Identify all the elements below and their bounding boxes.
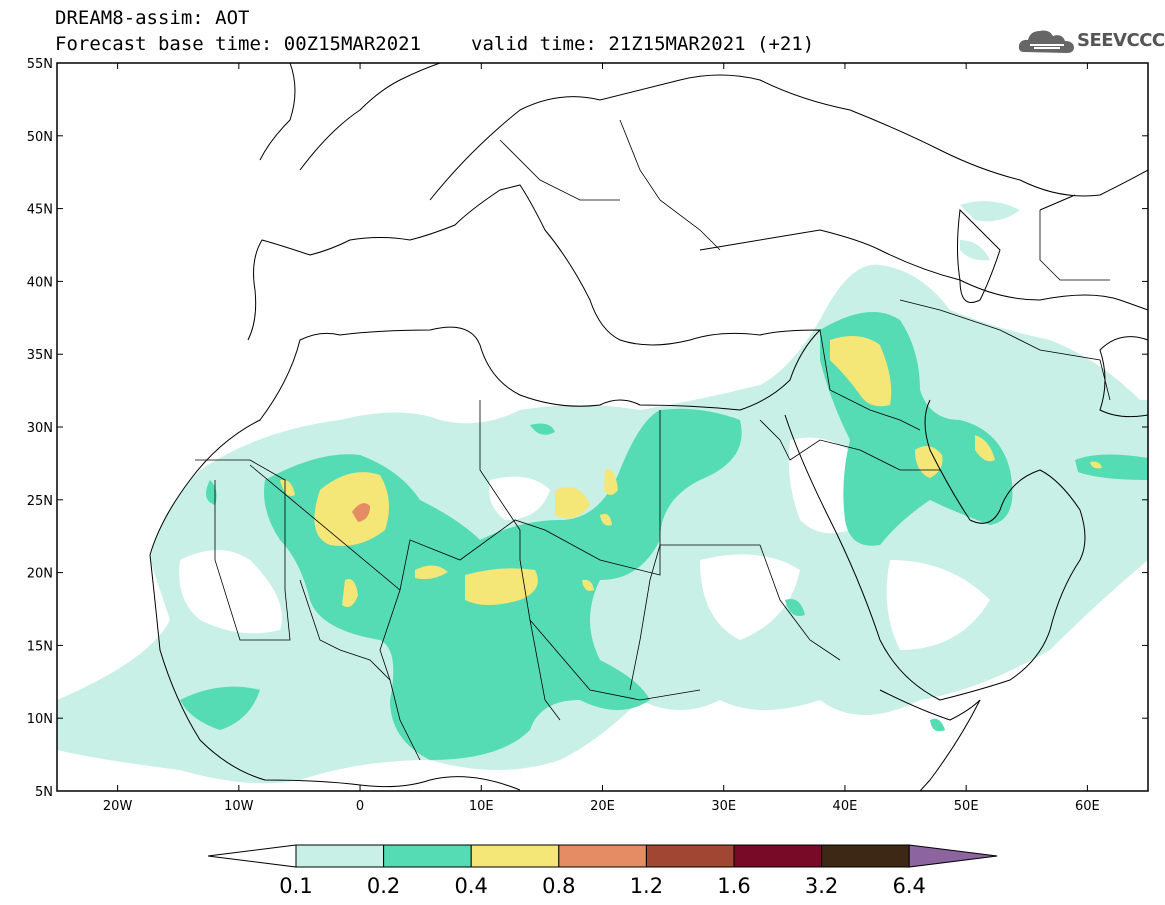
lon-label: 10W [224, 799, 254, 814]
aot-band-08-12 [352, 503, 370, 522]
lat-label: 5N [35, 785, 53, 800]
valid-time: valid time: 21Z15MAR2021 (+21) [471, 33, 815, 55]
lon-label: 20E [590, 799, 615, 814]
lat-label: 15N [27, 639, 53, 654]
lat-label: 30N [27, 421, 53, 436]
time-info: Forecast base time: 00Z15MAR2021 valid ti… [55, 34, 814, 54]
lat-label: 45N [27, 203, 53, 218]
lat-label: 10N [27, 712, 53, 727]
base-time: Forecast base time: 00Z15MAR2021 [55, 33, 422, 55]
lat-label: 20N [27, 567, 53, 582]
map-title: DREAM8-assim: AOT [55, 7, 250, 29]
lat-label: 40N [27, 275, 53, 290]
lon-label: 0 [356, 799, 364, 814]
lat-label: 55N [27, 57, 53, 72]
latitude-ticks: 55N 50N 45N 40N 35N 30N 25N 20N 15N 10N 5N [27, 57, 1148, 800]
coastlines [149, 63, 1148, 791]
lon-label: 50E [954, 799, 979, 814]
lat-label: 25N [27, 494, 53, 509]
lon-label: 30E [711, 799, 736, 814]
lon-label: 60E [1075, 799, 1100, 814]
lon-label: 20W [103, 799, 133, 814]
aot-clear-patches [179, 437, 990, 650]
lat-label: 50N [27, 130, 53, 145]
aot-band-04-08 [280, 336, 1102, 608]
cloud-logo-icon [1018, 30, 1074, 53]
lon-label: 40E [833, 799, 858, 814]
lat-label: 35N [27, 348, 53, 363]
logo-text: SEEVCCC [1077, 30, 1165, 51]
seevccc-logo: SEEVCCC [1018, 24, 1165, 58]
lon-label: 10E [469, 799, 494, 814]
country-borders [195, 119, 1111, 761]
longitude-ticks: 20W 10W 0 10E 20E 30E 40E 50E 60E [103, 63, 1100, 814]
